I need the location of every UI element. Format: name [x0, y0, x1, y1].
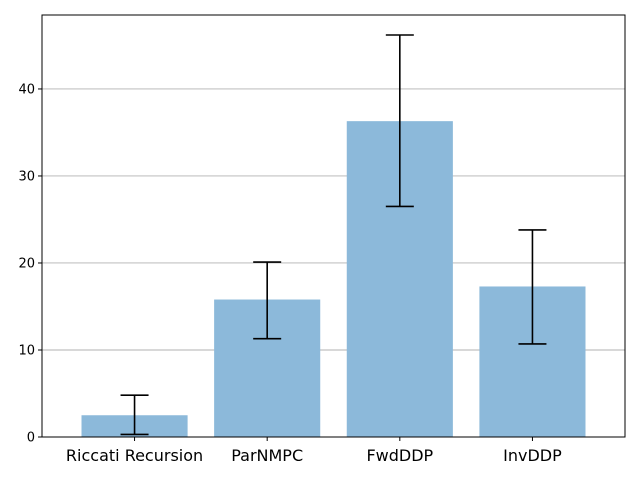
y-axis: 0 10 20 30 40 — [18, 82, 42, 446]
bars — [81, 121, 586, 437]
error-bars — [120, 34, 547, 436]
y-tick-label: 10 — [18, 343, 35, 358]
plot-frame — [41, 14, 626, 438]
x-tick-label: Riccati Recursion — [66, 446, 203, 465]
y-tick-label: 30 — [18, 169, 35, 184]
x-tick-label: FwdDDP — [366, 446, 433, 465]
y-tick-label: 0 — [27, 431, 35, 446]
y-tick-label: 40 — [18, 82, 35, 97]
x-tick-label: InvDDP — [503, 446, 562, 465]
x-tick-label: ParNMPC — [231, 446, 303, 465]
x-axis: Riccati Recursion ParNMPC FwdDDP InvDDP — [66, 437, 562, 465]
y-tick-label: 20 — [18, 256, 35, 271]
